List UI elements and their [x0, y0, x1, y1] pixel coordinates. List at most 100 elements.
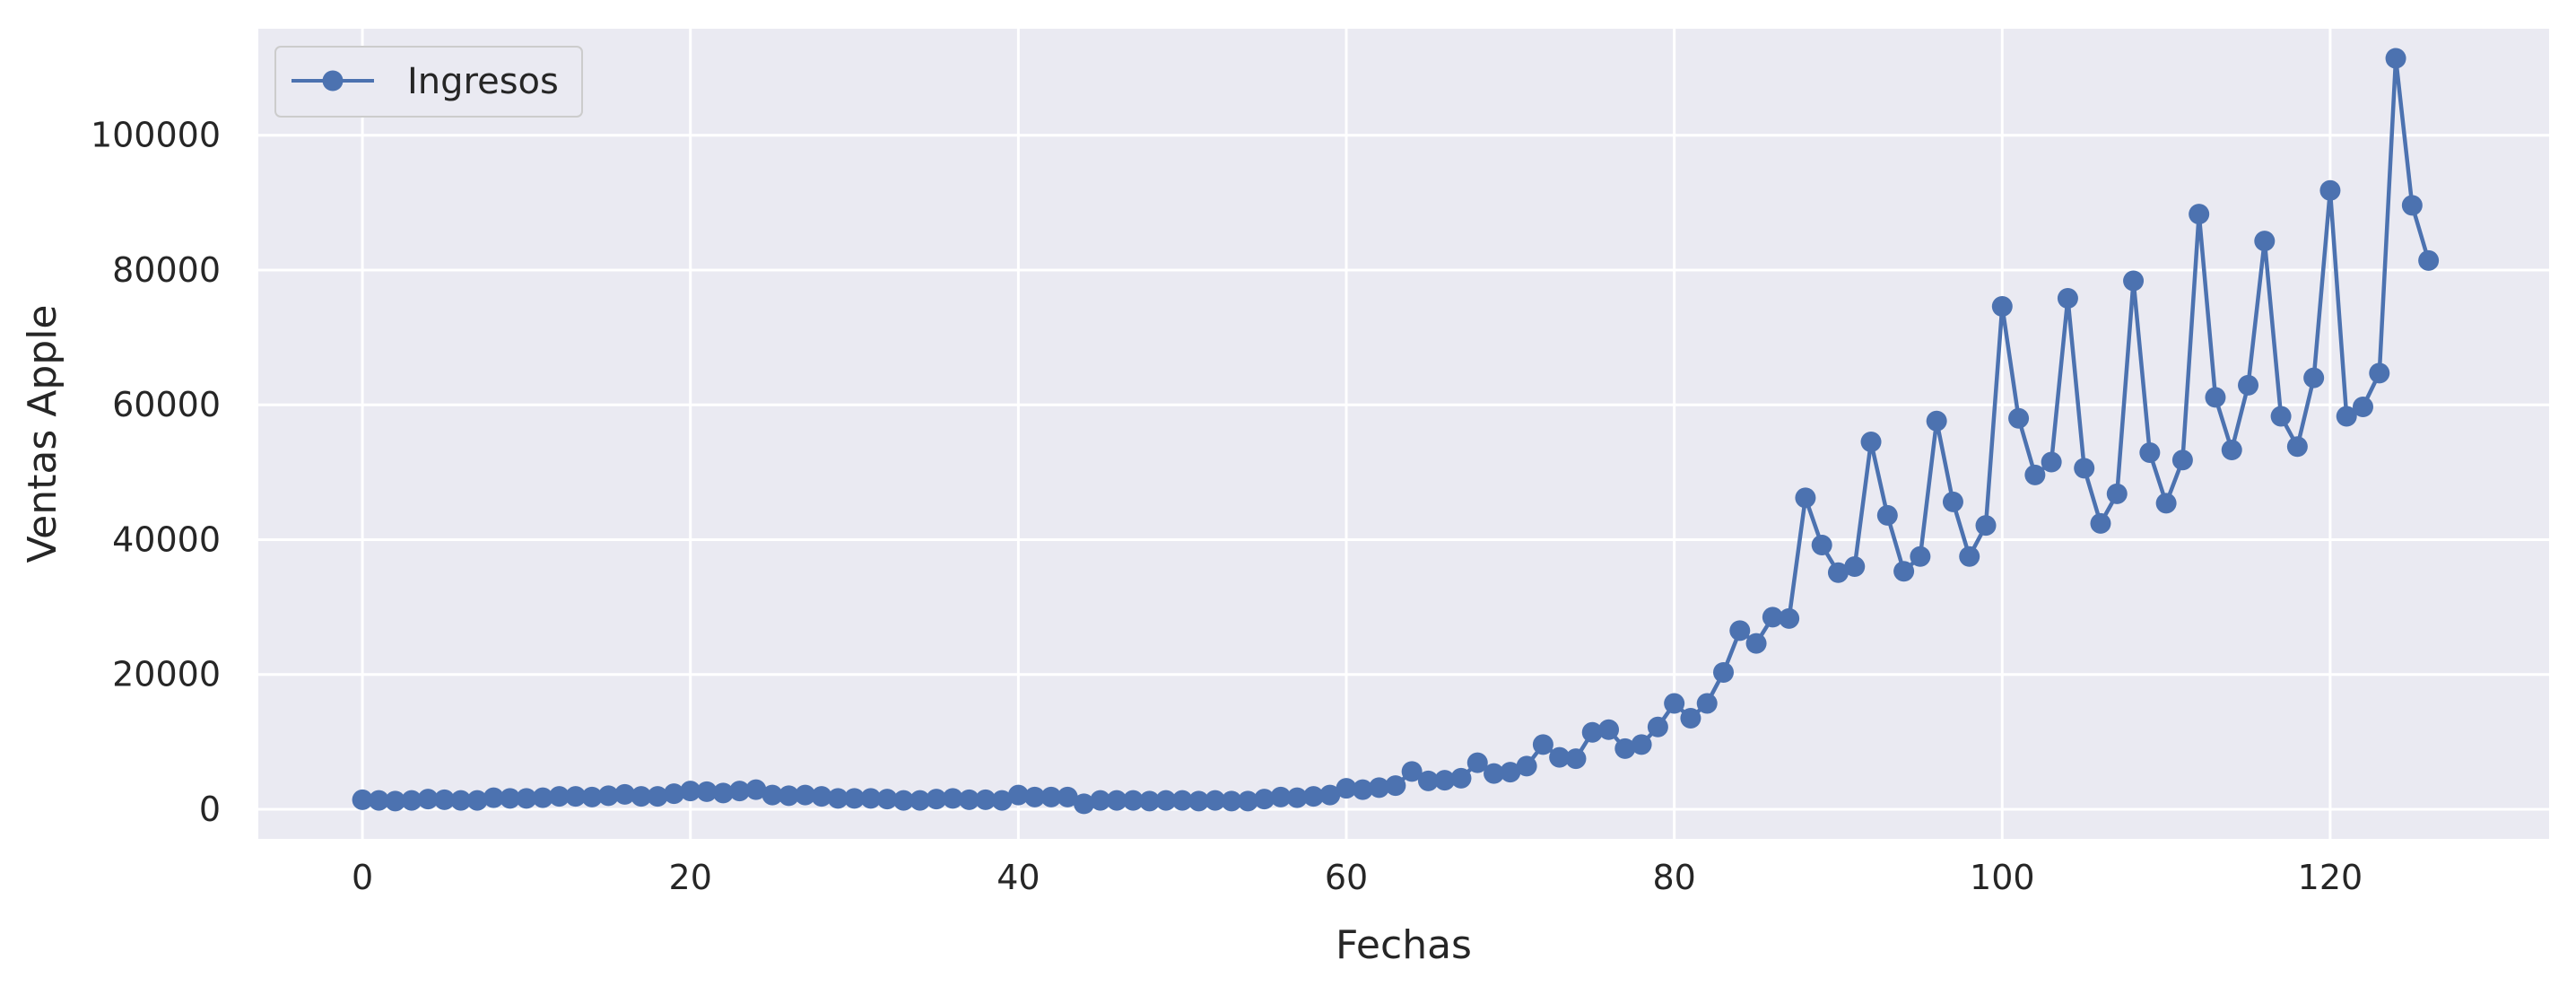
- data-point: [2090, 512, 2111, 534]
- grid-lines: [258, 29, 2549, 839]
- data-point: [942, 788, 963, 809]
- data-point: [450, 790, 472, 811]
- data-point: [2024, 464, 2046, 485]
- data-point: [565, 786, 587, 807]
- data-point: [1007, 784, 1029, 806]
- data-point: [827, 788, 849, 809]
- data-point: [1385, 775, 1406, 797]
- data-point: [500, 788, 521, 809]
- data-point: [1122, 790, 1144, 811]
- x-tick-label: 40: [996, 858, 1040, 897]
- data-point: [1664, 693, 1685, 714]
- x-tick-label: 120: [2298, 858, 2363, 897]
- data-point: [1975, 515, 1997, 537]
- data-point: [1844, 555, 1866, 577]
- y-tick-label: 80000: [112, 250, 221, 290]
- y-tick-label: 60000: [112, 385, 221, 424]
- data-point: [2041, 451, 2062, 473]
- data-point: [1484, 763, 1505, 784]
- data-point: [1106, 790, 1127, 811]
- data-point: [2336, 406, 2357, 427]
- data-point: [1926, 410, 1947, 432]
- x-tick-label: 80: [1652, 858, 1695, 897]
- data-point: [1516, 755, 1537, 777]
- data-point: [1237, 790, 1258, 812]
- data-point: [2139, 442, 2161, 464]
- data-point: [696, 781, 718, 802]
- data-point: [2352, 396, 2373, 417]
- x-tick-label: 60: [1325, 858, 1368, 897]
- data-point: [581, 786, 603, 807]
- data-point: [2189, 204, 2210, 225]
- data-point: [959, 789, 980, 810]
- data-point: [1614, 738, 1636, 759]
- data-point: [1680, 708, 1701, 729]
- data-point: [1352, 779, 1373, 800]
- plot-area: [258, 29, 2549, 839]
- data-point: [352, 789, 373, 810]
- data-point: [909, 790, 931, 811]
- data-point: [2270, 406, 2292, 427]
- data-point: [1270, 786, 1292, 807]
- data-point: [1532, 734, 1553, 755]
- data-point: [1893, 561, 1915, 582]
- data-point: [1450, 767, 1472, 789]
- data-point: [745, 779, 767, 800]
- data-point: [1565, 748, 1587, 770]
- data-point: [548, 786, 570, 807]
- data-point: [385, 790, 406, 812]
- data-point: [844, 788, 866, 809]
- data-point: [516, 788, 537, 809]
- data-point: [1417, 770, 1439, 791]
- data-point: [1319, 784, 1341, 806]
- data-point: [1074, 793, 1095, 815]
- y-tick-label: 100000: [91, 116, 221, 155]
- data-point: [2171, 449, 2193, 471]
- legend: Ingresos: [274, 46, 583, 118]
- data-point: [1221, 790, 1242, 812]
- data-point: [1369, 777, 1390, 799]
- data-point: [892, 790, 914, 811]
- data-point: [1860, 432, 1882, 453]
- data-point: [1910, 546, 1931, 567]
- data-point: [1549, 746, 1571, 768]
- data-point: [1647, 716, 1668, 738]
- data-point: [483, 787, 504, 808]
- data-point: [1729, 620, 1751, 642]
- data-point: [1057, 786, 1078, 807]
- x-tick-label: 0: [352, 858, 373, 897]
- data-point: [1631, 734, 1652, 755]
- data-point: [1090, 790, 1111, 811]
- data-point: [2385, 48, 2406, 69]
- data-point: [647, 786, 668, 807]
- data-point: [2369, 362, 2390, 384]
- data-point: [2319, 179, 2341, 201]
- data-point: [1466, 752, 1488, 773]
- data-point: [778, 785, 799, 807]
- data-point: [532, 787, 553, 808]
- data-point: [761, 784, 783, 806]
- data-point: [1779, 607, 1800, 629]
- data-point: [680, 781, 701, 802]
- data-point: [1581, 721, 1603, 743]
- data-point: [729, 781, 751, 802]
- x-tick-labels: 0 20 40 60 80 100 120: [352, 858, 2363, 897]
- data-point: [1286, 787, 1308, 808]
- data-point: [401, 790, 422, 811]
- data-point: [434, 789, 456, 810]
- data-point: [1696, 693, 1718, 714]
- data-point: [1942, 491, 1963, 512]
- data-point: [597, 785, 619, 807]
- data-point: [2155, 493, 2177, 514]
- data-point: [1171, 790, 1193, 811]
- data-point: [614, 783, 636, 805]
- x-tick-label: 20: [669, 858, 712, 897]
- data-point: [1302, 786, 1324, 807]
- data-point: [2221, 440, 2242, 461]
- data-point: [1401, 761, 1423, 782]
- data-point: [1254, 789, 1275, 810]
- data-point: [1712, 661, 1734, 683]
- legend-box: [274, 46, 583, 118]
- data-point: [1876, 504, 1898, 526]
- data-point: [1762, 607, 1783, 628]
